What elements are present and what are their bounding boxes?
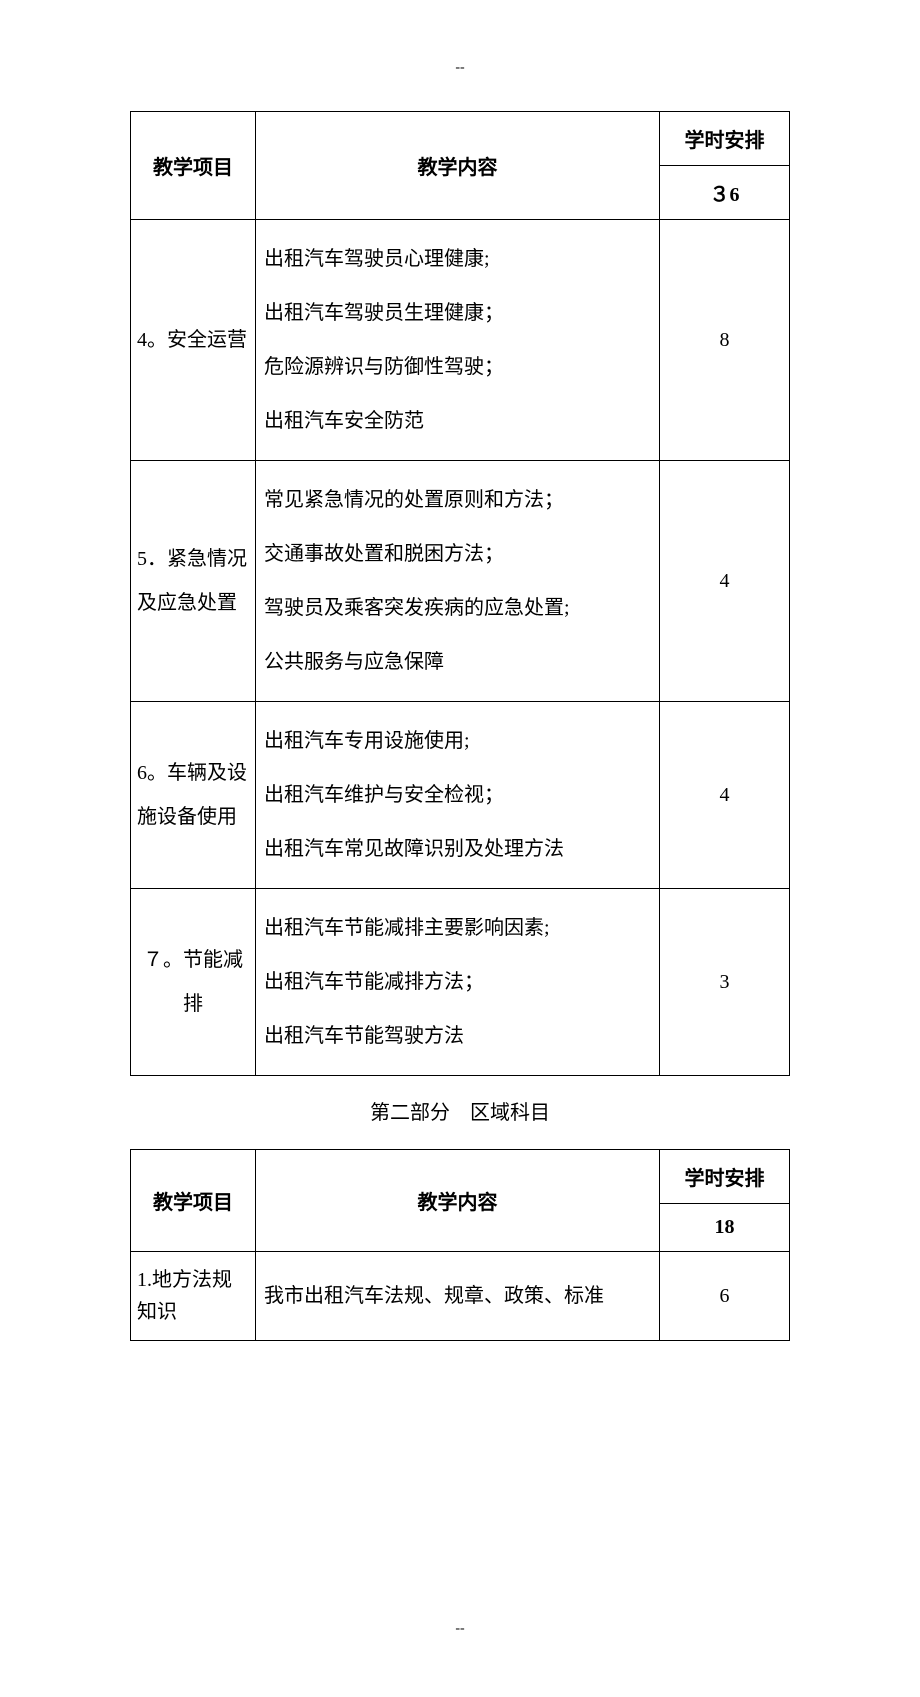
header-hours: 学时安排 xyxy=(660,1150,790,1204)
hours-value: 4 xyxy=(660,461,790,702)
table-row: 1.地方法规知识 我市出租汽车法规、规章、政策、标准 6 xyxy=(131,1252,790,1341)
content-text: 出租汽车节能减排主要影响因素;出租汽车节能减排方法；出租汽车节能驾驶方法 xyxy=(256,889,660,1076)
hours-value: 3 xyxy=(660,889,790,1076)
content-text: 出租汽车驾驶员心理健康;出租汽车驾驶员生理健康；危险源辨识与防御性驾驶；出租汽车… xyxy=(256,220,660,461)
curriculum-table-1: 教学项目 教学内容 学时安排 ３6 4。安全运营 出租汽车驾驶员心理健康;出租汽… xyxy=(130,111,790,1076)
table-row: 4。安全运营 出租汽车驾驶员心理健康;出租汽车驾驶员生理健康；危险源辨识与防御性… xyxy=(131,220,790,461)
table-row: 6。车辆及设施设备使用 出租汽车专用设施使用;出租汽车维护与安全检视；出租汽车常… xyxy=(131,702,790,889)
project-name: 1.地方法规知识 xyxy=(131,1252,256,1341)
content-text: 我市出租汽车法规、规章、政策、标准 xyxy=(256,1252,660,1341)
header-content: 教学内容 xyxy=(256,112,660,220)
table-row: ７。节能减排 出租汽车节能减排主要影响因素;出租汽车节能减排方法；出租汽车节能驾… xyxy=(131,889,790,1076)
header-content: 教学内容 xyxy=(256,1150,660,1252)
table-header-row: 教学项目 教学内容 学时安排 xyxy=(131,112,790,166)
header-project: 教学项目 xyxy=(131,1150,256,1252)
header-hours: 学时安排 xyxy=(660,112,790,166)
project-name: 6。车辆及设施设备使用 xyxy=(131,702,256,889)
project-name: ７。节能减排 xyxy=(131,889,256,1076)
content-text: 常见紧急情况的处置原则和方法；交通事故处置和脱困方法；驾驶员及乘客突发疾病的应急… xyxy=(256,461,660,702)
hours-value: 6 xyxy=(660,1252,790,1341)
bottom-dash-marks: -- xyxy=(130,1621,790,1637)
header-project: 教学项目 xyxy=(131,112,256,220)
project-name: 5．紧急情况及应急处置 xyxy=(131,461,256,702)
hours-value: 8 xyxy=(660,220,790,461)
table-row: 5．紧急情况及应急处置 常见紧急情况的处置原则和方法；交通事故处置和脱困方法；驾… xyxy=(131,461,790,702)
total-hours: 18 xyxy=(660,1204,790,1252)
curriculum-table-2: 教学项目 教学内容 学时安排 18 1.地方法规知识 我市出租汽车法规、规章、政… xyxy=(130,1149,790,1341)
project-name: 4。安全运营 xyxy=(131,220,256,461)
table-header-row: 教学项目 教学内容 学时安排 xyxy=(131,1150,790,1204)
total-hours: ３6 xyxy=(660,166,790,220)
section-title: 第二部分 区域科目 xyxy=(130,1096,790,1125)
content-text: 出租汽车专用设施使用;出租汽车维护与安全检视；出租汽车常见故障识别及处理方法 xyxy=(256,702,660,889)
hours-value: 4 xyxy=(660,702,790,889)
top-dash-marks: -- xyxy=(130,60,790,76)
